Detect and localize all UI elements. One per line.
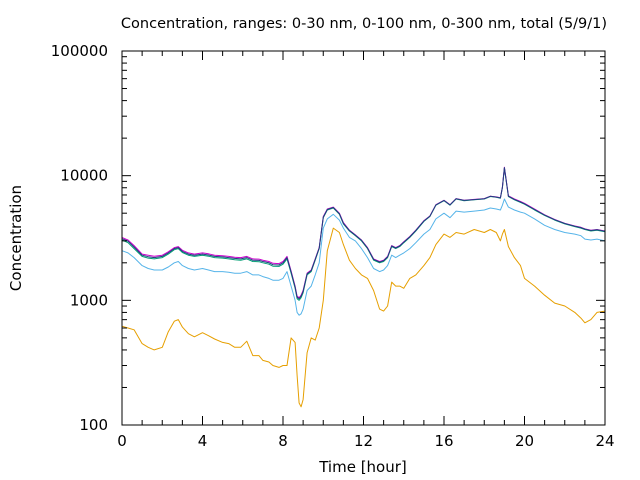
- y-tick-label: 10000: [60, 167, 108, 185]
- y-tick-label: 100: [79, 416, 108, 434]
- chart-title: Concentration, ranges: 0-30 nm, 0-100 nm…: [121, 16, 607, 32]
- y-tick-label: 1000: [70, 291, 108, 309]
- x-tick-label: 16: [434, 432, 453, 450]
- series-layer: [121, 166, 606, 408]
- series-line-3: [121, 167, 606, 301]
- series-line-2: [121, 198, 606, 316]
- tick-layer: 0 4 8 12 16 20 24 100 1000 10000 100000: [51, 42, 615, 450]
- x-tick-label: 4: [198, 432, 208, 450]
- x-tick-label: 20: [515, 432, 534, 450]
- x-tick-label: 24: [595, 432, 614, 450]
- series-line-4: [121, 166, 606, 299]
- plot-frame: [121, 50, 606, 426]
- x-tick-label: 12: [354, 432, 373, 450]
- y-tick-label: 100000: [51, 42, 108, 60]
- series-line-5: [121, 167, 606, 300]
- x-tick-label: 8: [278, 432, 288, 450]
- y-axis-label: Concentration: [7, 185, 25, 291]
- x-tick-label: 0: [117, 432, 127, 450]
- x-axis-label: Time [hour]: [318, 458, 407, 476]
- series-line-1: [121, 227, 606, 408]
